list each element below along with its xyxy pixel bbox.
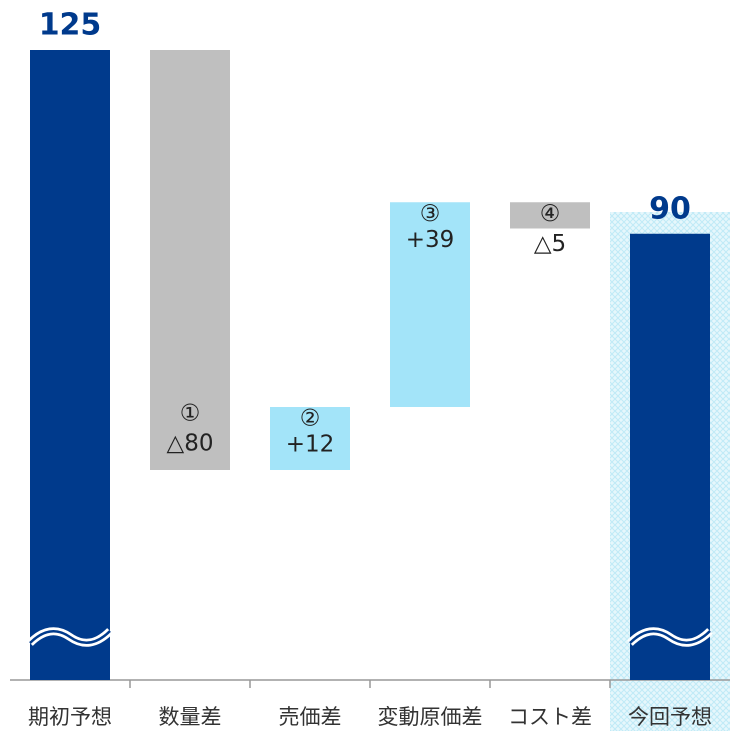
- x-tick-label: コスト差: [508, 705, 592, 729]
- step-label: ③: [420, 201, 441, 227]
- increase-bar: [270, 407, 350, 470]
- step-label: ①: [180, 401, 201, 427]
- value-label: △80: [167, 431, 214, 457]
- decrease-bar: [150, 50, 230, 470]
- step-label: ②: [300, 406, 321, 432]
- value-label: +12: [286, 432, 335, 458]
- x-tick-label: 期初予想: [28, 705, 112, 729]
- increase-bar: [390, 202, 470, 407]
- total-label: 125: [39, 8, 102, 43]
- total-bar: [30, 50, 110, 680]
- break-mark: [29, 630, 111, 644]
- x-tick-label: 数量差: [159, 705, 222, 729]
- total-bar: [630, 233, 710, 680]
- total-label: 90: [649, 191, 691, 226]
- x-tick-label: 今回予想: [628, 705, 712, 729]
- step-label: ④: [540, 201, 561, 227]
- value-label: △5: [534, 231, 566, 257]
- x-tick-label: 変動原価差: [378, 705, 483, 729]
- break-mark: [629, 630, 711, 644]
- x-tick-label: 売価差: [279, 705, 342, 729]
- value-label: +39: [406, 227, 455, 253]
- decrease-bar: [510, 202, 590, 229]
